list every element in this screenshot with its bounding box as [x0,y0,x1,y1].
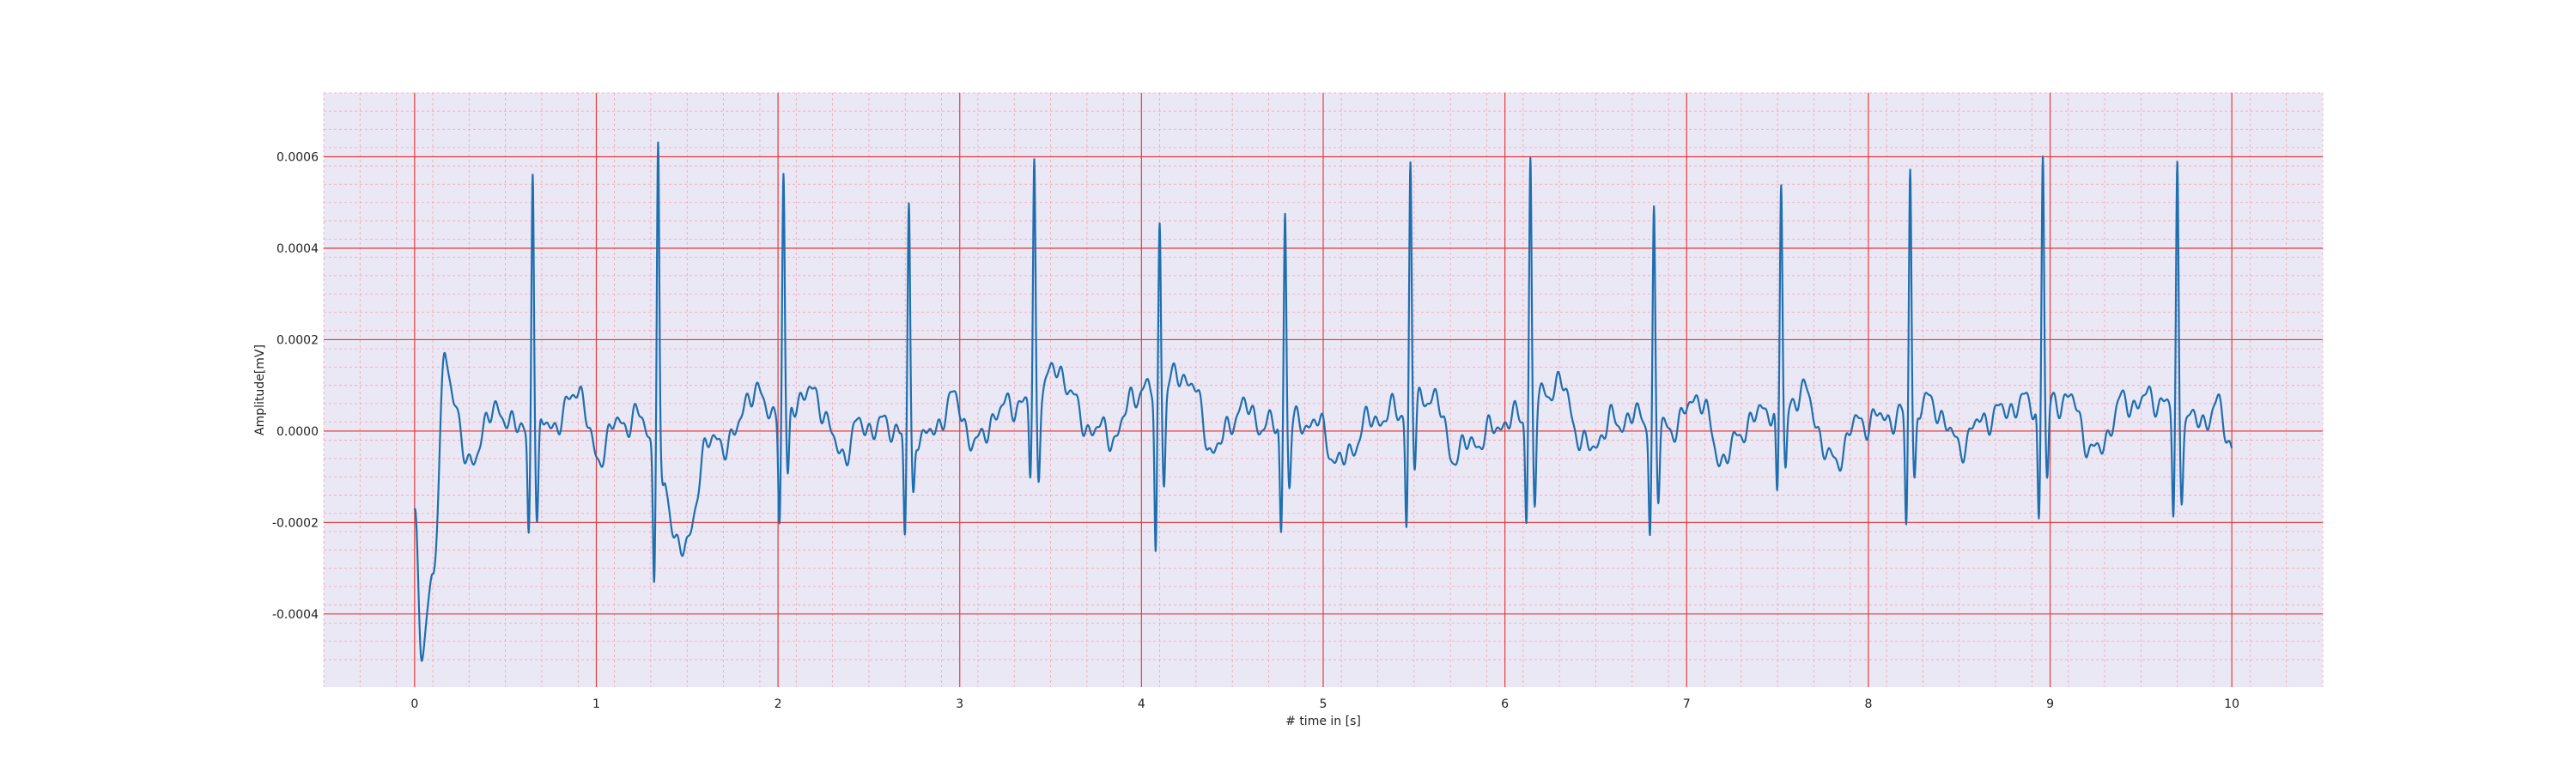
x-tick-label: 2 [775,697,782,711]
x-tick-label: 9 [2046,697,2054,711]
y-tick-label: 0.0000 [276,425,319,439]
ecg-signal-line [413,141,2233,662]
y-tick-label: 0.0002 [276,333,319,347]
x-tick-label: 7 [1683,697,1691,711]
x-tick-label: 5 [1320,697,1327,711]
y-tick-label: 0.0004 [276,242,319,256]
x-axis-label: # time in [s] [1285,715,1361,728]
x-tick-label: 3 [956,697,963,711]
y-tick-label: -0.0002 [272,516,319,530]
x-tick-label: 8 [1864,697,1872,711]
x-axis-ticks: 0 1 2 3 4 5 6 7 8 9 10 [410,697,2239,711]
y-axis-ticks: -0.0004 -0.0002 0.0000 0.0002 0.0004 0.0006 [272,151,319,622]
x-tick-label: 0 [410,697,418,711]
y-tick-label: 0.0006 [276,151,319,165]
y-tick-label: -0.0004 [272,608,319,622]
x-tick-label: 6 [1501,697,1509,711]
x-tick-label: 4 [1138,697,1145,711]
x-tick-label: 10 [2224,697,2239,711]
y-axis-label: Amplitude[mV] [253,344,267,435]
x-tick-label: 1 [592,697,600,711]
